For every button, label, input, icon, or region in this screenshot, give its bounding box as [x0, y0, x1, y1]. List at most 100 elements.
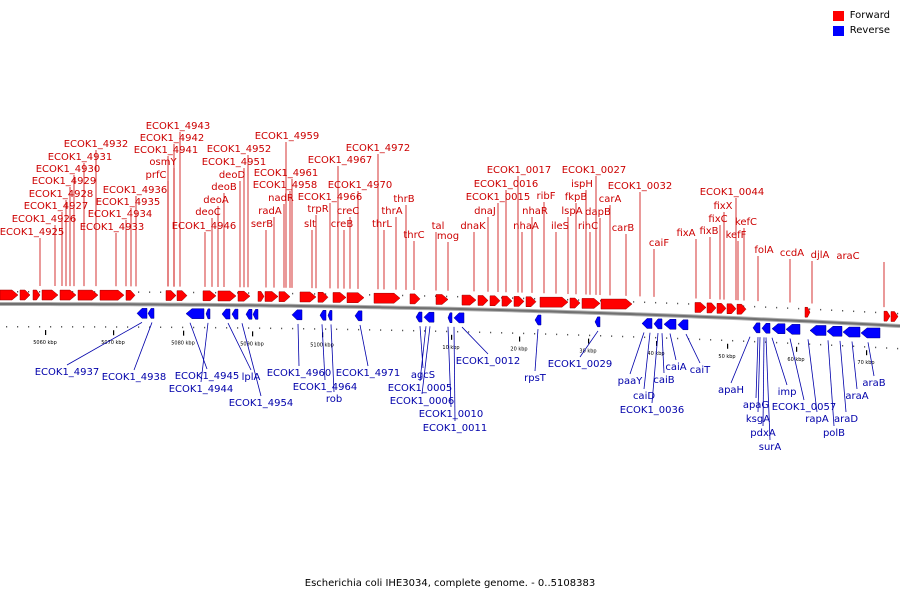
reverse-gene-arrow — [147, 308, 155, 319]
forward-gene-arrow — [501, 295, 513, 307]
rev-tick-dot — [666, 337, 668, 339]
rev-tick-dot — [589, 334, 591, 337]
reverse-gene-arrow — [771, 323, 786, 334]
forward-gene-label: ECOK1_4926 — [12, 214, 77, 225]
rev-tick-dot — [182, 326, 184, 329]
rev-tick-dot — [776, 341, 778, 344]
reverse-gene-leader — [839, 340, 847, 413]
scale-tick — [519, 336, 521, 342]
reverse-gene-leader — [297, 323, 300, 367]
forward-gene-label: ECOK1_0044 — [700, 187, 765, 198]
fwd-tick-dot — [534, 297, 536, 300]
rev-tick-dot — [336, 328, 338, 331]
reverse-gene-arrow — [785, 324, 801, 335]
scale-tick — [866, 350, 868, 356]
forward-gene-arrow — [804, 306, 811, 318]
scale-tick — [796, 346, 798, 352]
scale-tick-label: 5060 kbp — [33, 340, 57, 346]
rev-tick-dot — [39, 326, 41, 328]
rev-tick-dot — [116, 326, 118, 328]
forward-gene-label: ECOK1_4941 — [134, 145, 199, 156]
forward-gene-label: slt — [304, 219, 316, 230]
reverse-gene-arrow — [761, 323, 771, 334]
rev-tick-dot — [732, 339, 734, 342]
reverse-gene-leader — [651, 333, 659, 404]
forward-gene-label: ispH — [571, 179, 593, 190]
forward-gene-label: fixA — [676, 228, 695, 239]
rev-tick-dot — [545, 333, 547, 335]
reverse-gene-leader — [453, 326, 456, 422]
rev-tick-dot — [226, 327, 228, 329]
rev-tick-dot — [809, 343, 811, 345]
forward-gene-arrow — [346, 292, 365, 303]
reverse-gene-label: ksgA — [746, 414, 770, 425]
reverse-gene-arrow — [447, 312, 453, 323]
rev-tick-dot — [204, 326, 206, 329]
reverse-gene-label: surA — [759, 442, 782, 453]
forward-gene-arrow — [883, 310, 891, 322]
reverse-gene-leader — [419, 326, 424, 369]
forward-gene-label: thrA — [381, 206, 402, 217]
fwd-tick-dot — [28, 291, 30, 293]
forward-gene-label: ECOK1_4966 — [298, 192, 363, 203]
forward-gene-label: dnaK — [460, 221, 486, 232]
reverse-gene-leader — [359, 324, 369, 367]
reverse-gene-leader — [241, 323, 262, 397]
rev-tick-dot — [138, 326, 140, 328]
reverse-gene-leader — [461, 326, 489, 355]
rev-tick-dot — [215, 326, 217, 329]
forward-gene-label: nadR — [268, 193, 294, 204]
forward-gene-label: deoA — [203, 195, 229, 206]
fwd-tick-dot — [523, 297, 525, 300]
forward-gene-label: tal — [432, 221, 445, 232]
reverse-gene-label: rapA — [805, 414, 829, 425]
fwd-tick-dot — [457, 295, 459, 298]
rev-tick-dot — [380, 329, 382, 331]
reverse-gene-label: ECOK1_0012 — [456, 356, 521, 367]
forward-gene-label: nhaA — [513, 221, 539, 232]
forward-gene-label: thrB — [393, 194, 414, 205]
forward-gene-label: ECOK1_4943 — [146, 121, 211, 132]
scale-tick — [588, 338, 590, 344]
forward-gene-label: kefC — [735, 217, 757, 228]
reverse-gene-arrow — [826, 326, 843, 337]
reverse-gene-leader — [762, 337, 765, 427]
reverse-gene-label: ECOK1_0029 — [548, 359, 613, 370]
forward-gene-arrow — [435, 294, 449, 305]
rev-tick-dot — [787, 342, 789, 344]
genome-backbone — [0, 303, 900, 327]
reverse-gene-label: paaY — [618, 376, 644, 387]
forward-gene-label: osmY — [149, 157, 177, 168]
rev-tick-dot — [468, 331, 470, 333]
reverse-gene-leader — [730, 336, 751, 384]
forward-gene-label: djlA — [811, 250, 830, 261]
fwd-tick-dot — [798, 307, 800, 310]
forward-gene-arrow — [332, 292, 347, 303]
scale-tick — [656, 340, 658, 346]
reverse-gene-arrow — [252, 309, 259, 320]
forward-gene-label: ECOK1_4970 — [328, 180, 393, 191]
forward-gene-label: lspA — [561, 206, 582, 217]
rev-tick-dot — [798, 342, 800, 345]
forward-gene-label: ECOK1_4931 — [48, 152, 113, 163]
reverse-gene-arrow — [423, 311, 435, 323]
reverse-gene-leader — [867, 342, 875, 377]
reverse-gene-arrow — [809, 325, 827, 336]
forward-gene-label: creC — [337, 206, 360, 217]
forward-gene-arrow — [890, 311, 899, 322]
scale-tick-label: 5090 kbp — [240, 341, 264, 347]
rev-tick-dot — [677, 337, 679, 340]
rev-tick-dot — [105, 326, 107, 328]
fwd-tick-dot — [578, 299, 580, 301]
rev-tick-dot — [556, 333, 558, 336]
forward-gene-arrow — [716, 303, 727, 314]
rev-tick-dot — [897, 347, 899, 350]
forward-gene-arrow — [525, 296, 537, 307]
reverse-gene-leader — [419, 326, 427, 382]
forward-gene-label: ileS — [551, 221, 569, 232]
rev-tick-dot — [699, 338, 701, 341]
rev-tick-dot — [127, 326, 129, 328]
fwd-tick-dot — [600, 300, 602, 302]
scale-tick — [252, 331, 254, 337]
reverse-gene-arrow — [677, 319, 689, 331]
